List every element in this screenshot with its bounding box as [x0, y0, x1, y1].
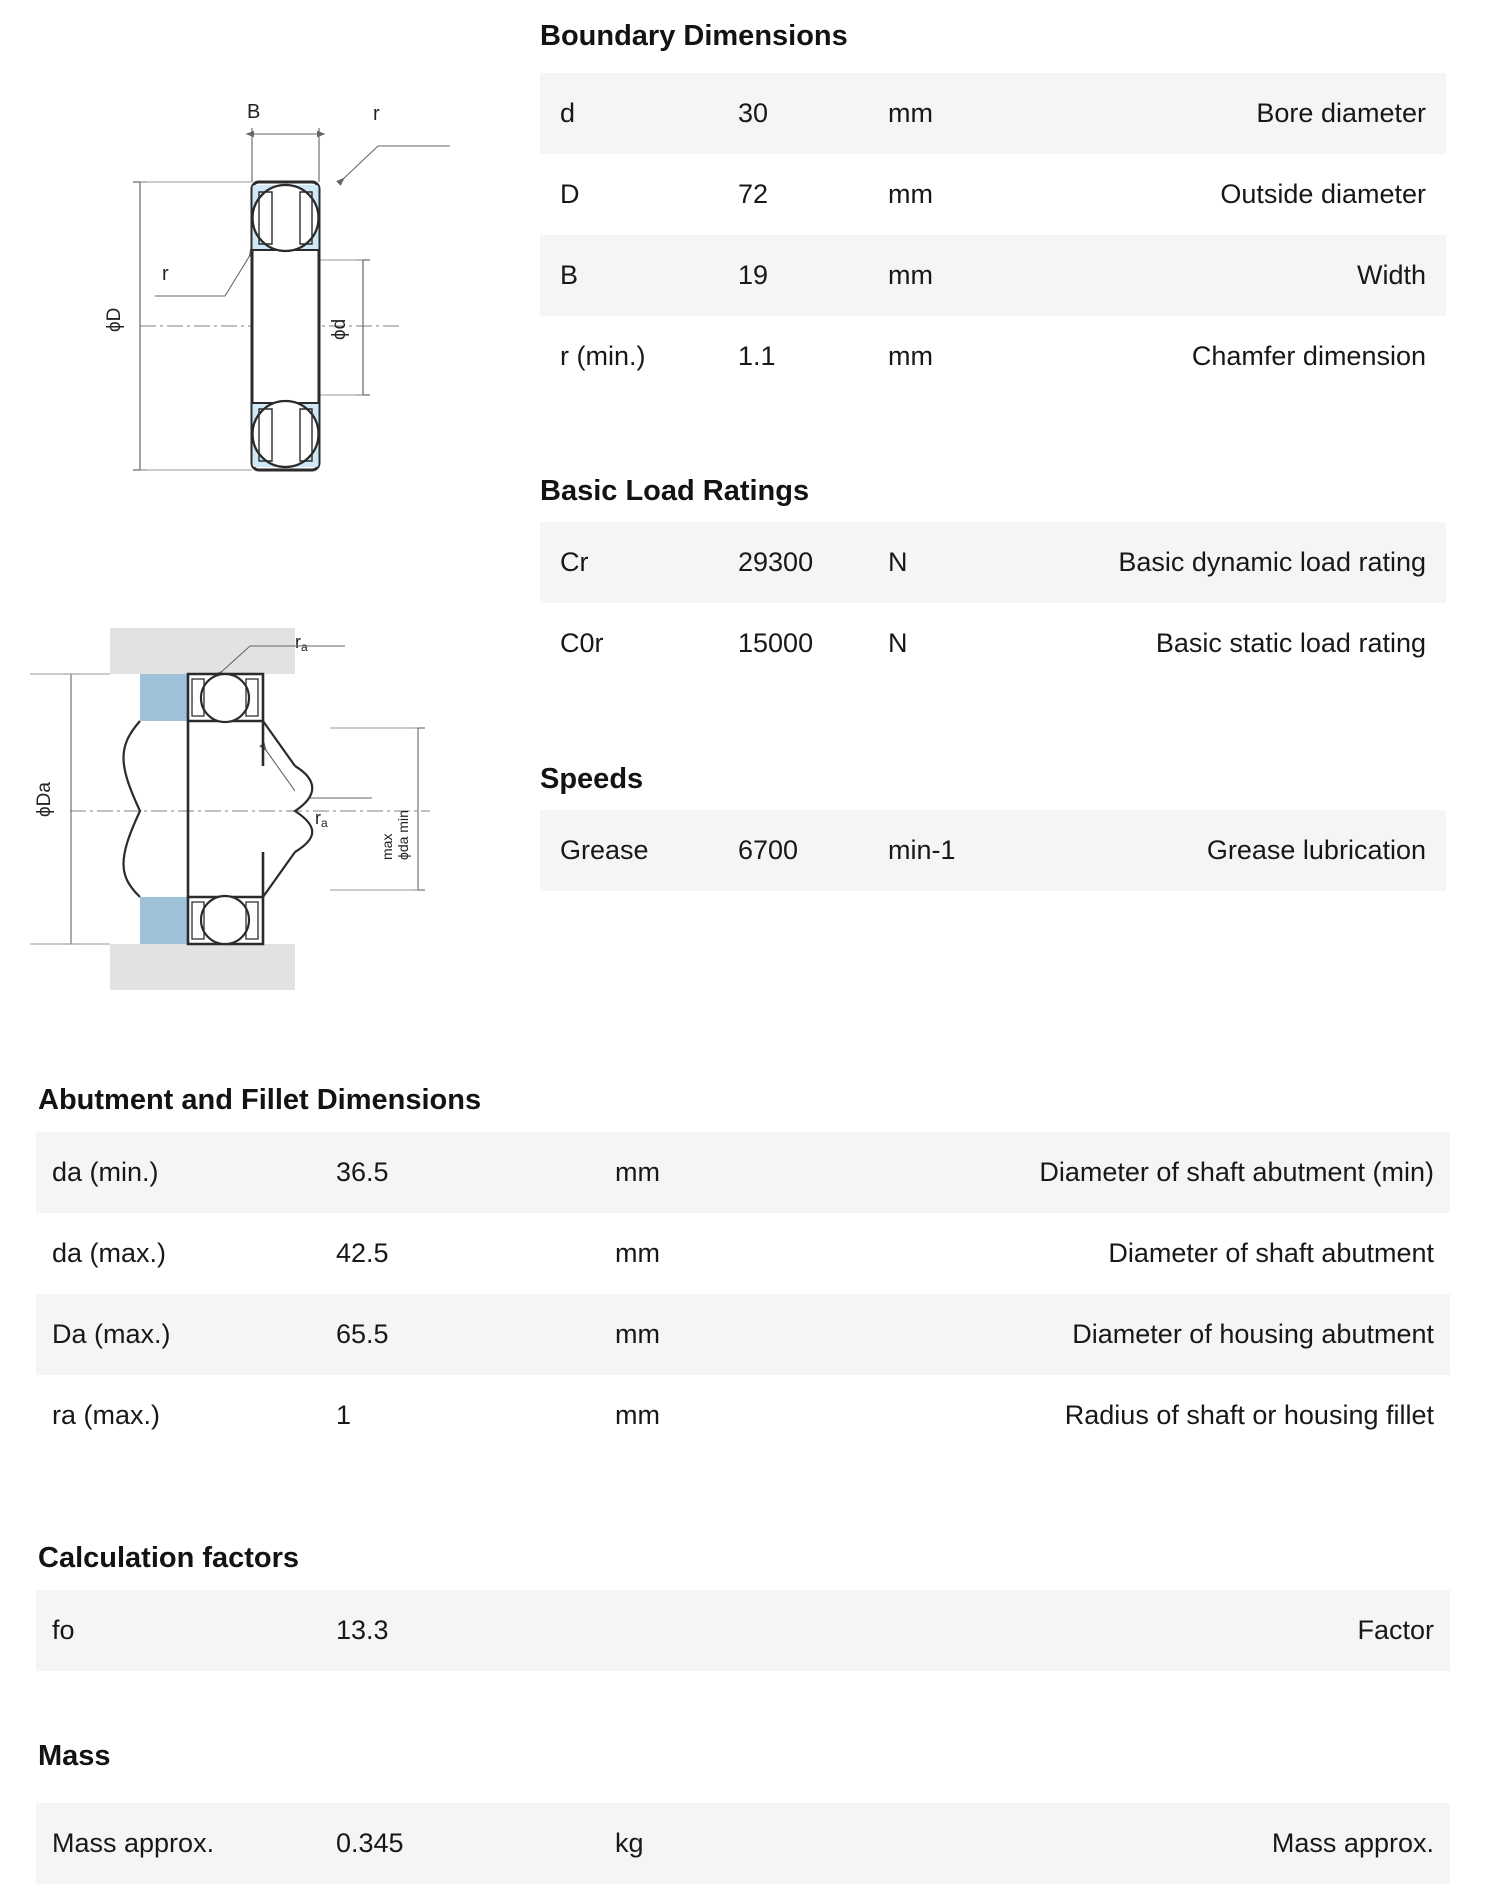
svg-text:B: B — [247, 101, 260, 123]
svg-text:ϕd: ϕd — [329, 319, 350, 340]
svg-text:max: max — [379, 834, 395, 860]
svg-text:ϕDa: ϕDa — [34, 782, 55, 817]
svg-text:ra: ra — [295, 632, 308, 654]
svg-text:r: r — [162, 263, 169, 285]
svg-text:ϕda min: ϕda min — [395, 810, 411, 860]
svg-text:ϕD: ϕD — [104, 308, 125, 332]
svg-text:r: r — [373, 103, 380, 125]
